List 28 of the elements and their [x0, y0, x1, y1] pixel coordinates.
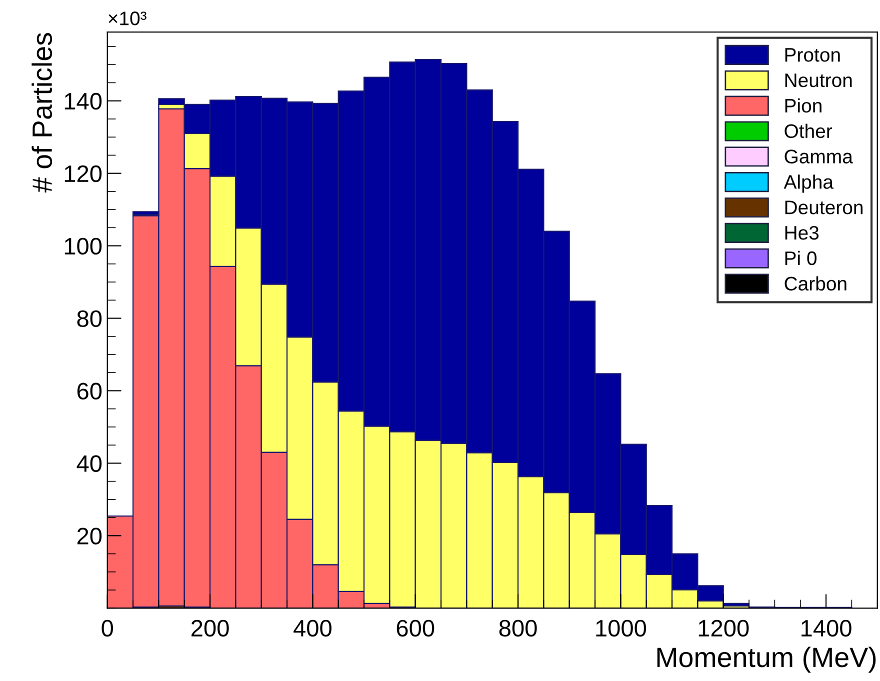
x-tick-label: 600: [396, 620, 434, 637]
y-tick-label: 80: [77, 310, 102, 328]
x-tick-label: 1200: [698, 620, 749, 637]
legend-label: Alpha: [784, 174, 834, 193]
y-tick-label: 20: [77, 528, 102, 544]
y-tick-label: 140: [64, 92, 102, 110]
legend-label: Pi 0: [785, 250, 817, 266]
text: ×10³: [108, 12, 146, 26]
x-tick-label: 200: [192, 620, 229, 637]
x-tick-label: 0: [102, 620, 114, 637]
legend-label: Pion: [785, 98, 822, 113]
x-axis-title: Momentum (MeV): [657, 646, 876, 673]
legend-label: Carbon: [784, 276, 846, 291]
y-tick-label: 60: [77, 382, 102, 400]
y-axis-title: # of Particles: [32, 33, 52, 192]
legend-label: Neutron: [785, 74, 852, 88]
legend-label: He3: [785, 226, 819, 240]
x-tick-label: 400: [294, 620, 332, 637]
y-tick-label: 40: [76, 455, 102, 472]
x-tick-label: 1000: [596, 620, 646, 637]
legend-label: Gamma: [784, 150, 853, 164]
x-tick-label: 800: [499, 620, 537, 637]
legend-label: Deuteron: [785, 200, 862, 214]
y-tick-label: 100: [64, 238, 102, 255]
y-tick-label: 120: [64, 165, 102, 182]
legend-label: Other: [784, 124, 832, 138]
legend-label: Proton: [785, 48, 840, 62]
x-tick-label: 1400: [802, 620, 852, 637]
